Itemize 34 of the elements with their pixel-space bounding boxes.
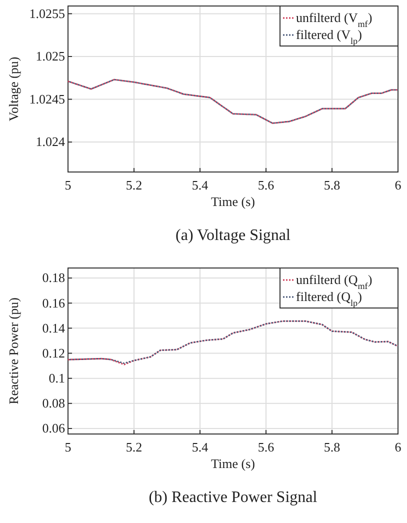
text: (a) Voltage Signal [176,227,292,244]
x-tick-label: 6 [394,177,402,192]
legend-label: filtered (V$_{lp}$) [296,27,362,46]
y-axis-title: Reactive Power (pu) [6,298,21,404]
x-tick-label: 6 [394,439,402,454]
x-tick-label: 5 [64,439,72,454]
x-tick-label: 5.4 [192,439,209,454]
x-axis-title: Time (s) [211,456,255,471]
x-tick-label: 5.8 [324,439,340,454]
line-series [67,78,399,124]
y-tick-label: 0.08 [42,396,65,411]
text: (b) Reactive Power Signal [148,489,318,506]
legend-label: filtered (Q$_{lp}$) [296,289,362,308]
x-tick-label: 5.2 [126,177,142,192]
y-tick-label: 1.0245 [29,91,65,106]
x-tick-label: 5.2 [126,439,142,454]
y-tick-label: 1.025 [36,48,65,64]
x-axis-title: Time (s) [211,194,255,209]
x-tick-label: 5.4 [192,177,209,192]
x-tick-label: 5.6 [258,439,275,454]
y-axis-title: Voltage (pu) [6,56,21,122]
y-tick-label: 0.12 [42,345,65,360]
legend-label: unfilterd (Q$_{mf}$) [296,272,372,291]
y-tick-label: 1.024 [36,134,66,150]
y-tick-label: 1.0255 [29,6,65,21]
y-tick-label: 0.16 [42,295,66,310]
x-tick-label: 5.6 [258,177,275,192]
x-tick-label: 5.8 [324,177,340,192]
y-tick-label: 0.14 [42,320,66,336]
y-tick-label: 0.1 [48,370,65,386]
x-tick-label: 5 [64,177,72,192]
legend-label: unfilterd (V$_{mf}$) [296,10,372,29]
y-tick-label: 0.18 [42,270,65,286]
y-tick-label: 0.06 [42,420,66,436]
